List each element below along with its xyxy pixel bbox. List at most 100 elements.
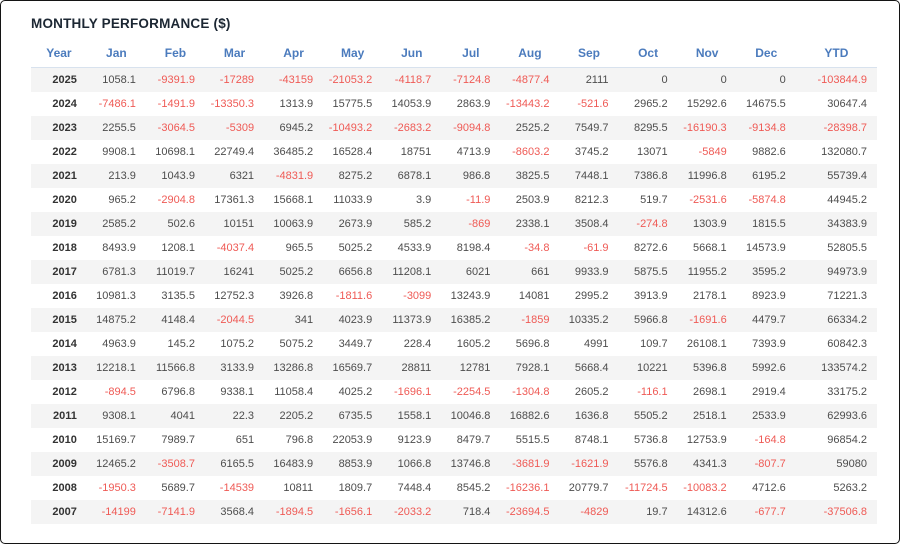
value-cell: 12752.3 — [214, 290, 255, 302]
value-cell: 5875.5 — [633, 266, 668, 278]
value-cell: -10493.2 — [328, 122, 373, 134]
value-cell: 66334.2 — [827, 314, 867, 326]
column-header-aug: Aug — [500, 40, 560, 68]
value-cell: 34383.9 — [827, 218, 867, 230]
monthly-performance-table: Year Jan Feb Mar Apr May Jun Jul Aug Sep Oct Nov Dec… — [31, 40, 877, 524]
value-cell: 9308.1 — [102, 410, 136, 422]
value-cell: 14053.9 — [391, 98, 432, 110]
year-cell: 2024 — [52, 98, 77, 110]
value-cell: 16483.9 — [273, 458, 314, 470]
value-cell: 16569.7 — [332, 362, 373, 374]
value-cell: 132080.7 — [821, 146, 867, 158]
value-cell: -14199 — [101, 506, 136, 518]
value-cell: 1043.9 — [161, 170, 195, 182]
value-cell: 965.2 — [108, 194, 136, 206]
value-cell: 5263.2 — [833, 482, 867, 494]
table-body: 2025 1058.1 -9391.9 -17289 -43159 -21053.2 -41… — [31, 67, 877, 524]
year-cell: 2018 — [52, 242, 77, 254]
table-row: 2011 9308.1 4041 22.3 2205.2 6735.5 1558.1 1004… — [31, 404, 877, 428]
column-header-mar: Mar — [204, 40, 265, 68]
value-cell: 14675.5 — [746, 98, 786, 110]
value-cell: 2525.2 — [515, 122, 550, 134]
value-cell: -4118.7 — [394, 74, 432, 86]
value-cell: -1621.9 — [571, 458, 609, 470]
value-cell: 10063.9 — [273, 218, 314, 230]
value-cell: 10151 — [223, 218, 255, 230]
value-cell: -869 — [468, 218, 491, 230]
value-cell: 15775.5 — [332, 98, 373, 110]
table-row: 2012 -894.5 6796.8 9338.1 11058.4 4025.2 -1696… — [31, 380, 877, 404]
value-cell: 2863.9 — [456, 98, 491, 110]
value-cell: -4831.9 — [275, 170, 314, 182]
table-row: 2015 14875.2 4148.4 -2044.5 341 4023.9 11373.9… — [31, 308, 877, 332]
year-cell: 2010 — [52, 434, 77, 446]
value-cell: 16385.2 — [450, 314, 491, 326]
value-cell: -7141.9 — [157, 506, 195, 518]
value-cell: 22749.4 — [214, 146, 255, 158]
value-cell: -2044.5 — [216, 314, 255, 326]
value-cell: 2533.9 — [752, 410, 786, 422]
value-cell: 5668.4 — [574, 362, 609, 374]
value-cell: 20779.7 — [568, 482, 609, 494]
value-cell: -9094.8 — [453, 122, 491, 134]
value-cell: 9338.1 — [220, 386, 255, 398]
value-cell: 2255.5 — [102, 122, 136, 134]
value-cell: 8923.9 — [752, 290, 786, 302]
value-cell: 213.9 — [108, 170, 136, 182]
value-cell: -3508.7 — [157, 458, 195, 470]
value-cell: 341 — [294, 314, 314, 326]
value-cell: -8603.2 — [512, 146, 550, 158]
column-header-jul: Jul — [441, 40, 501, 68]
value-cell: -1894.5 — [275, 506, 314, 518]
value-cell: -14539 — [219, 482, 255, 494]
value-cell: 12753.9 — [686, 434, 727, 446]
year-cell: 2017 — [52, 266, 77, 278]
value-cell: 2518.1 — [693, 410, 727, 422]
value-cell: 2673.9 — [338, 218, 373, 230]
value-cell: 7549.7 — [574, 122, 609, 134]
value-cell: -2254.5 — [453, 386, 491, 398]
column-header-jan: Jan — [86, 40, 146, 68]
value-cell: 8493.9 — [102, 242, 136, 254]
year-cell: 2019 — [52, 218, 77, 230]
value-cell: 4341.3 — [693, 458, 727, 470]
value-cell: 2995.2 — [574, 290, 609, 302]
value-cell: 11996.8 — [687, 170, 727, 182]
value-cell: 1075.2 — [220, 338, 255, 350]
year-cell: 2022 — [52, 146, 77, 158]
value-cell: 52805.5 — [827, 242, 867, 254]
value-cell: -7486.1 — [98, 98, 136, 110]
value-cell: 10221 — [637, 362, 668, 374]
year-cell: 2007 — [52, 506, 77, 518]
year-cell: 2013 — [52, 362, 77, 374]
value-cell: 585.2 — [403, 218, 432, 230]
value-cell: 8295.5 — [633, 122, 668, 134]
value-cell: 1815.5 — [752, 218, 786, 230]
value-cell: 5515.5 — [515, 434, 550, 446]
value-cell: 4025.2 — [338, 386, 373, 398]
value-cell: 12218.1 — [96, 362, 136, 374]
value-cell: 661 — [531, 266, 550, 278]
table-row: 2017 6781.3 11019.7 16241 5025.2 6656.8 11208.… — [31, 260, 877, 284]
value-cell: 8272.6 — [633, 242, 668, 254]
value-cell: 16241 — [223, 266, 255, 278]
value-cell: -274.8 — [636, 218, 668, 230]
value-cell: 1636.8 — [574, 410, 609, 422]
value-cell: -21053.2 — [328, 74, 373, 86]
value-cell: 519.7 — [640, 194, 668, 206]
table-row: 2013 12218.1 11566.8 3133.9 13286.8 16569.7 28… — [31, 356, 877, 380]
value-cell: 4479.7 — [752, 314, 786, 326]
table-title: MONTHLY PERFORMANCE ($) — [31, 16, 231, 31]
value-cell: 5576.8 — [633, 458, 668, 470]
column-header-feb: Feb — [145, 40, 205, 68]
table-row: 2016 10981.3 3135.5 12752.3 3926.8 -1811.6 -30… — [31, 284, 877, 308]
value-cell: -61.9 — [583, 242, 609, 254]
value-cell: 3449.7 — [338, 338, 373, 350]
value-cell: 9882.6 — [752, 146, 786, 158]
value-cell: -23694.5 — [506, 506, 550, 518]
value-cell: -1656.1 — [334, 506, 373, 518]
value-cell: -43159 — [278, 74, 314, 86]
value-cell: 16882.6 — [509, 410, 550, 422]
value-cell: 2698.1 — [693, 386, 727, 398]
value-cell: 8748.1 — [574, 434, 609, 446]
